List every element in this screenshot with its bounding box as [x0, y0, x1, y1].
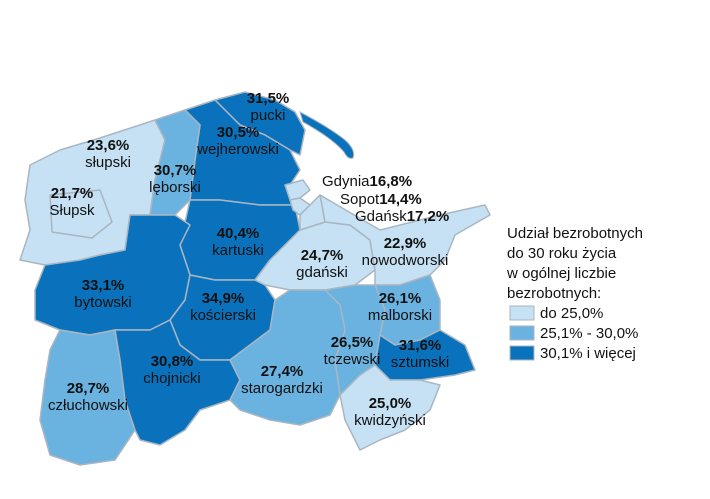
region-name: słupski	[85, 154, 131, 171]
region-name: człuchowski	[48, 397, 128, 414]
legend-title: w ogólnej liczbie	[506, 265, 616, 282]
region-value: 25,0%	[369, 395, 412, 412]
hel-peninsula	[299, 110, 355, 159]
region-value: 31,6%	[399, 337, 442, 354]
region-name: tczewski	[324, 351, 381, 368]
region	[299, 194, 326, 231]
city-label: Gdynia16,8%	[322, 173, 412, 190]
region-value: 26,5%	[331, 334, 374, 351]
region-value: 21,7%	[51, 185, 94, 202]
region-value: 22,9%	[384, 235, 427, 252]
city-label: Sopot14,4%	[340, 191, 422, 208]
region-name: chojnicki	[143, 370, 201, 387]
region-value: 40,4%	[217, 225, 260, 242]
region-value: 30,8%	[151, 353, 194, 370]
legend-label: do 25,0%	[540, 305, 603, 322]
region-value: 24,7%	[301, 247, 344, 264]
legend-label: 25,1% - 30,0%	[540, 325, 638, 342]
region-value: 30,5%	[217, 124, 260, 141]
region	[114, 319, 241, 446]
region-name: malborski	[368, 307, 432, 324]
region	[374, 329, 476, 381]
region	[49, 189, 113, 239]
region-name: kwidzyński	[354, 412, 426, 429]
city-name: Gdynia	[322, 173, 370, 190]
region-name: Słupsk	[49, 202, 95, 219]
region-name: wejherowski	[196, 141, 279, 158]
legend-title: do 30 roku życia	[507, 245, 617, 262]
region-name: sztumski	[391, 354, 449, 371]
region-name: lęborski	[149, 179, 201, 196]
city-label: Gdańsk17,2%	[355, 208, 449, 225]
region	[229, 289, 346, 426]
region-value: 33,1%	[82, 277, 125, 294]
region-name: bytowski	[74, 294, 132, 311]
region-name: kościerski	[190, 307, 256, 324]
city-name: Gdańsk	[355, 208, 407, 225]
legend-title: bezrobotnych:	[507, 285, 601, 302]
region-value: 28,7%	[67, 380, 110, 397]
region	[339, 364, 441, 451]
region-value: 27,4%	[261, 363, 304, 380]
region-name: kartuski	[212, 242, 264, 259]
city-name: Sopot	[340, 191, 380, 208]
city-value: 16,8%	[370, 173, 413, 190]
legend-swatch	[509, 345, 535, 361]
region-name: gdański	[296, 264, 348, 281]
city-value: 17,2%	[407, 208, 450, 225]
legend-swatch	[509, 305, 535, 321]
region-name: starogardzki	[241, 380, 323, 397]
region-value: 30,7%	[154, 162, 197, 179]
region	[284, 179, 311, 201]
legend-label: 30,1% i więcej	[540, 345, 636, 362]
region	[149, 109, 201, 216]
region-value: 23,6%	[87, 137, 130, 154]
region-value: 26,1%	[379, 290, 422, 307]
legend-swatch	[509, 325, 535, 341]
region-value: 34,9%	[202, 290, 245, 307]
city-value: 14,4%	[379, 191, 422, 208]
legend-title: Udział bezrobotnych	[507, 225, 643, 242]
region-value: 31,5%	[247, 90, 290, 107]
region-name: pucki	[250, 107, 285, 124]
region-name: nowodworski	[362, 252, 449, 269]
